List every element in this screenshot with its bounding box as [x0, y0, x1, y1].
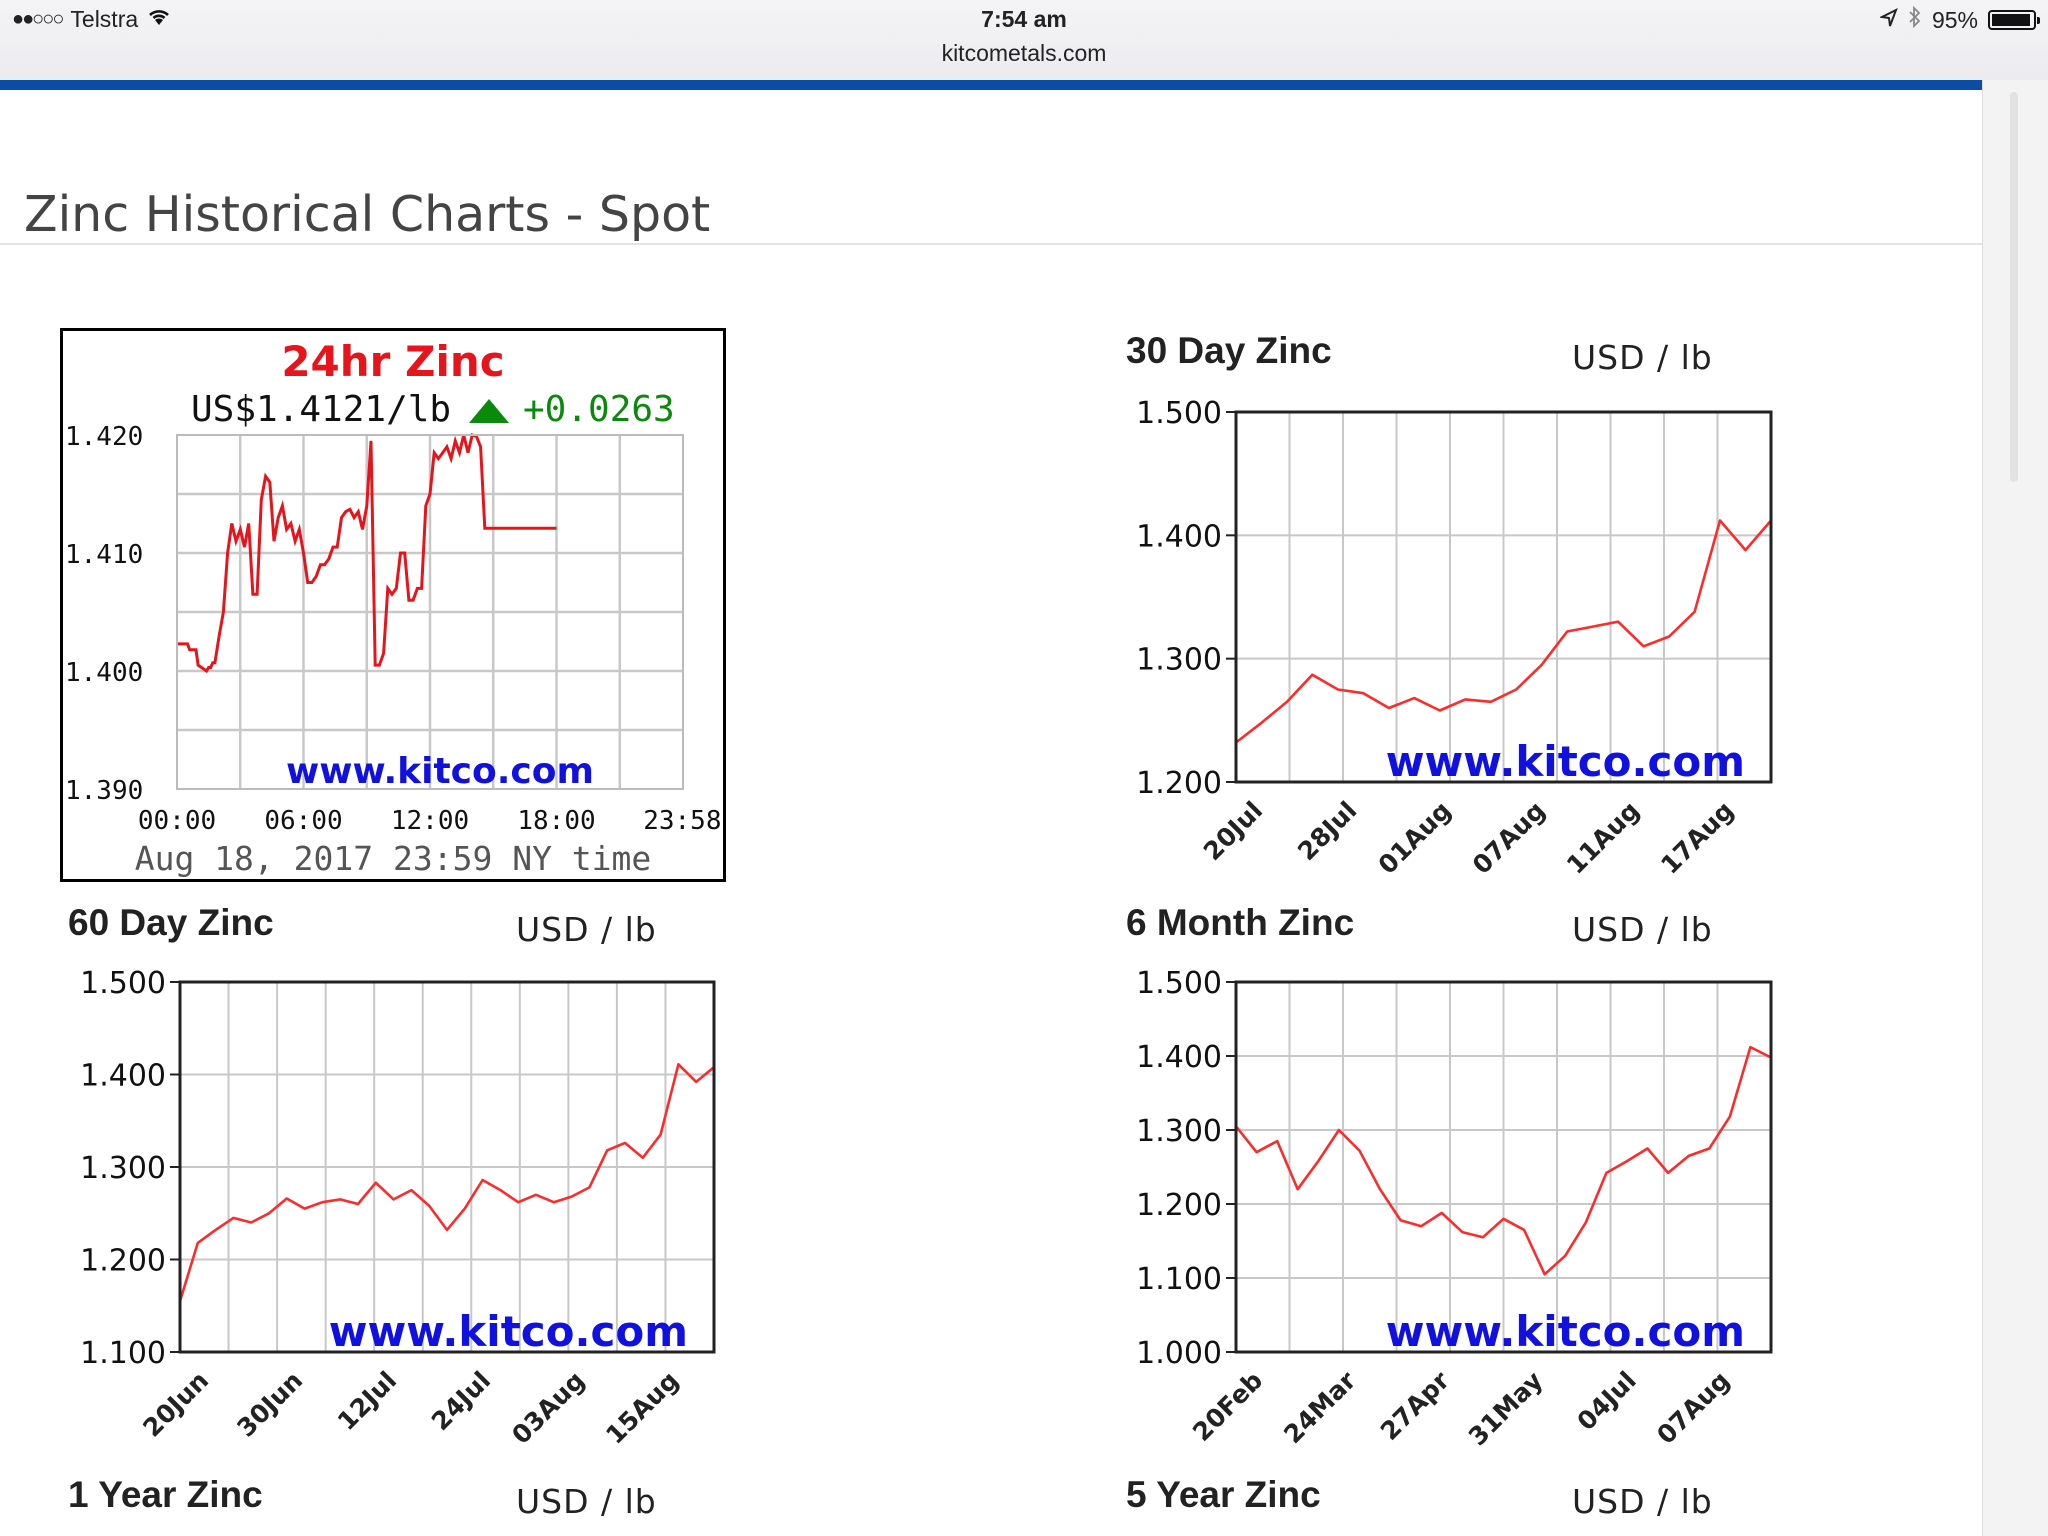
y-tick-label: 1.390 [65, 776, 143, 806]
chart-24hr-change: +0.0263 [523, 389, 675, 430]
y-tick-label: 1.400 [1136, 519, 1222, 554]
chart-5-year-unit: USD / lb [1572, 1482, 1713, 1521]
x-tick-label: 24Mar [1278, 1365, 1362, 1449]
chart-30-day-unit: USD / lb [1572, 338, 1713, 377]
chart-5-year-title: 5 Year Zinc [1126, 1474, 1321, 1515]
x-tick-label: 28Jul [1292, 796, 1362, 866]
site-header-bar [0, 80, 1982, 90]
battery-percent: 95% [1931, 6, 1978, 33]
y-tick-label: 1.300 [1136, 1114, 1222, 1149]
chart-24hr[interactable]: 24hr Zinc US$1.4121/lb +0.0263 1.420 1.41… [60, 328, 726, 882]
y-tick-label: 1.200 [80, 1244, 166, 1279]
x-tick-label: 01Aug [1373, 796, 1457, 880]
chart-1-year-unit: USD / lb [516, 1482, 657, 1521]
chart-1-year-title: 1 Year Zinc [68, 1474, 263, 1515]
signal-dots-icon: ●●○○○ [12, 8, 64, 30]
y-tick-label: 1.420 [65, 422, 143, 452]
title-divider [0, 243, 1982, 245]
x-tick-label: 17Aug [1655, 796, 1739, 880]
series-line [177, 433, 557, 674]
address-bar-url[interactable]: kitcometals.com [941, 40, 1107, 66]
scrollbar-thumb[interactable] [2010, 92, 2018, 482]
chart-60-day-plot: 1.500 1.400 1.300 1.200 1.100 www.kitco.com 20… [80, 966, 716, 1450]
watermark-text: www.kitco.com [329, 1307, 688, 1356]
x-tick-label: 23:58 [643, 806, 721, 836]
y-tick-label: 1.300 [80, 1151, 166, 1186]
y-tick-label: 1.400 [80, 1059, 166, 1094]
series-line [1234, 1045, 1772, 1276]
plot-frame [1234, 980, 1773, 1354]
plot-frame [1234, 410, 1773, 784]
chart-30-day-plot: 1.500 1.400 1.300 1.200 www.kitco.com 20Jul 28… [1136, 396, 1773, 880]
arrow-up-icon [469, 399, 509, 423]
x-tick-label: 07Aug [1467, 796, 1551, 880]
x-tick-label: 31May [1463, 1366, 1549, 1452]
y-tick-label: 1.500 [1136, 396, 1222, 431]
x-tick-label: 18:00 [517, 806, 595, 836]
x-tick-label: 11Aug [1561, 796, 1645, 880]
chart-24hr-plot: 1.420 1.410 1.400 1.390 www.kitco.com 00:00 06… [65, 422, 722, 836]
chart-24hr-title: 24hr Zinc [281, 337, 505, 386]
series-line [1235, 519, 1772, 744]
chart-6-month-plot: 1.500 1.400 1.300 1.200 1.100 1.000 www.kitco.… [1136, 966, 1773, 1452]
battery-fill [1992, 14, 2030, 26]
y-tick-label: 1.500 [1136, 966, 1222, 1001]
wifi-icon [146, 7, 172, 33]
y-tick-label: 1.100 [1136, 1262, 1222, 1297]
chart-6-month-unit: USD / lb [1572, 910, 1713, 949]
y-tick-label: 1.200 [1136, 766, 1222, 801]
x-tick-label: 12Jul [332, 1366, 402, 1436]
carrier-label: Telstra [70, 6, 139, 32]
chart-60-day-unit: USD / lb [516, 910, 657, 949]
x-tick-label: 00:00 [138, 806, 216, 836]
status-bar: ●●○○○ Telstra 7:54 am kitcometals.com 95… [0, 0, 2048, 86]
watermark-text: www.kitco.com [286, 751, 594, 792]
battery-icon [1988, 10, 2040, 30]
y-tick-label: 1.000 [1136, 1336, 1222, 1371]
y-tick-label: 1.400 [1136, 1040, 1222, 1075]
chart-30-day[interactable]: 30 Day Zinc USD / lb 1.500 1.400 1.300 1.20… [1120, 326, 1780, 886]
y-tick-label: 1.500 [80, 966, 166, 1001]
chart-60-day-title: 60 Day Zinc [68, 902, 274, 943]
x-tick-label: 06:00 [264, 806, 342, 836]
watermark-text: www.kitco.com [1386, 737, 1745, 786]
y-tick-label: 1.400 [65, 658, 143, 688]
x-tick-label: 27Apr [1375, 1365, 1456, 1446]
plot-frame [178, 980, 716, 1354]
chart-6-month-title: 6 Month Zinc [1126, 902, 1355, 943]
y-tick-label: 1.100 [80, 1336, 166, 1371]
status-left: ●●○○○ Telstra [12, 6, 172, 33]
x-tick-label: 15Aug [600, 1366, 684, 1450]
series-line [178, 1063, 715, 1302]
clock: 7:54 am [981, 6, 1067, 32]
watermark-text: www.kitco.com [1386, 1307, 1745, 1356]
chart-30-day-title: 30 Day Zinc [1126, 330, 1332, 371]
y-tick-label: 1.200 [1136, 1188, 1222, 1223]
x-tick-label: 07Aug [1651, 1366, 1735, 1450]
chart-24hr-timestamp: Aug 18, 2017 23:59 NY time [134, 839, 652, 878]
plot-frame [176, 434, 684, 790]
chart-24hr-price: US$1.4121/lb [191, 389, 452, 430]
y-tick-label: 1.300 [1136, 643, 1222, 678]
x-tick-label: 20Jul [1198, 796, 1268, 866]
x-tick-label: 20Jun [137, 1366, 214, 1443]
chart-60-day[interactable]: 60 Day Zinc USD / lb 1.500 1.400 1.300 1.20… [60, 898, 740, 1458]
x-tick-label: 20Feb [1187, 1366, 1268, 1447]
y-tick-label: 1.410 [65, 540, 143, 570]
x-tick-label: 30Jun [231, 1366, 308, 1443]
page-title: Zinc Historical Charts - Spot [24, 186, 711, 243]
status-right: 95% [1878, 5, 2040, 34]
bluetooth-icon [1908, 5, 1922, 34]
x-tick-label: 24Jul [426, 1366, 496, 1436]
chart-6-month[interactable]: 6 Month Zinc USD / lb 1.500 1.400 1.300 1.2… [1120, 898, 1800, 1458]
x-tick-label: 04Jul [1572, 1366, 1642, 1436]
x-tick-label: 12:00 [391, 806, 469, 836]
x-tick-label: 03Aug [506, 1366, 590, 1450]
location-arrow-icon [1878, 7, 1898, 34]
